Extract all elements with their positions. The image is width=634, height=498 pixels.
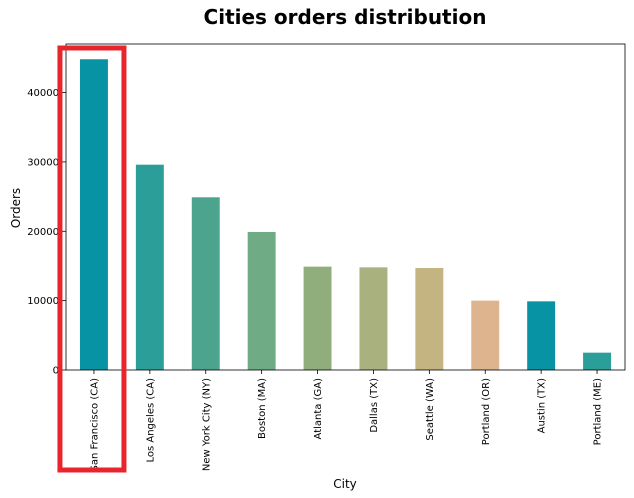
bar-9 [583,352,612,370]
x-tick-label-9: Portland (ME) [593,378,604,445]
x-tick-label-1: Los Angeles (CA) [145,378,156,463]
y-tick-label-4: 40000 [27,88,59,99]
x-tick-label-8: Austin (TX) [537,378,548,433]
x-tick-label-6: Seattle (WA) [425,378,436,441]
chart-title: Cities orders distribution [204,5,487,29]
x-tick-label-7: Portland (OR) [481,378,492,445]
x-tick-label-5: Dallas (TX) [369,378,380,433]
bar-3 [247,231,276,370]
y-tick-label-2: 20000 [27,227,59,238]
bar-6 [415,268,444,370]
x-axis-label: City [333,477,357,491]
x-tick-label-3: Boston (MA) [257,378,268,439]
x-tick-label-2: New York City (NY) [201,378,212,471]
x-tick-label-0: San Francisco (CA) [89,378,100,472]
bar-5 [359,267,388,370]
plot-area: 0 10000 20000 30000 40000 San Francisco (CA) L… [27,43,626,473]
y-tick-label-1: 10000 [27,296,59,307]
bar-8 [527,301,556,370]
highlight-box [57,45,127,473]
bar-2 [191,197,220,370]
plot-frame [65,43,626,371]
bar-0 [79,59,108,370]
y-tick-label-0: 0 [53,366,59,377]
bar-4 [303,266,332,370]
bar-1 [135,164,164,370]
x-tick-label-4: Atlanta (GA) [313,378,324,440]
bar-7 [471,300,500,370]
y-tick-label-3: 30000 [27,157,59,168]
y-axis-label: Orders [9,188,23,228]
